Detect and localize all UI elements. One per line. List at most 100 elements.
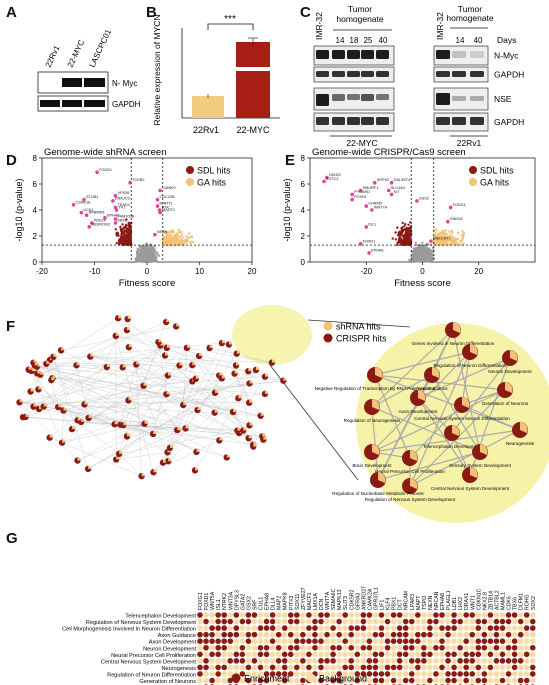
point-ga [456, 237, 460, 240]
matrix-dot [269, 618, 276, 625]
network-edge [90, 356, 220, 376]
network-node-slice [249, 422, 253, 426]
y-tick-label: 0 [33, 258, 38, 267]
matrix-dot [421, 677, 427, 684]
panel-e-volcano-plot: Genome-wide CRISPR/Cas9 screen HIGD3EXTC3… [282, 148, 536, 289]
network-node-slice [76, 362, 80, 366]
matrix-dot [481, 618, 488, 625]
point-ns [419, 258, 422, 262]
point-ga [453, 242, 457, 246]
band [316, 71, 329, 77]
matrix-dot [469, 651, 476, 658]
matrix-dot [378, 644, 385, 651]
point-ga [444, 233, 448, 236]
zoom-node-slice [462, 397, 470, 408]
highlight-point [370, 208, 374, 212]
matrix-dot [300, 631, 306, 638]
matrix-dot [215, 638, 221, 644]
matrix-dot [257, 664, 264, 671]
point-ns [421, 259, 424, 262]
network-edge [90, 356, 272, 363]
point-ns [419, 249, 423, 252]
network-edge [81, 421, 254, 445]
point-ga [439, 234, 443, 238]
network-node-slice [71, 425, 76, 430]
matrix-dot [463, 638, 470, 644]
x-tick-label: 20 [248, 267, 257, 276]
column-label: NRCAM [404, 591, 410, 610]
point-ns [418, 253, 422, 256]
matrix-dot [269, 664, 276, 671]
matrix-dot [257, 644, 264, 651]
matrix-dot [469, 644, 476, 651]
highlight-point [372, 180, 377, 185]
matrix-dot [203, 664, 209, 671]
matrix-dot [457, 677, 463, 684]
matrix-dot [300, 625, 306, 631]
network-edge [152, 375, 169, 434]
point-sdl [409, 228, 412, 231]
matrix-dot [439, 644, 445, 651]
matrix-dot [294, 625, 300, 631]
matrix-dot [529, 618, 536, 625]
network-edge [46, 363, 59, 408]
point-ga [178, 241, 181, 245]
column-label: MACF1 [307, 592, 313, 610]
matrix-dot [215, 677, 221, 684]
point-ns [153, 245, 156, 248]
legend-label: SDL hits [480, 166, 514, 176]
network-node-slice [51, 376, 55, 381]
network-node-slice [153, 469, 157, 473]
point-sdl [406, 229, 410, 232]
matrix-dot [493, 618, 500, 625]
matrix-dot [517, 618, 524, 625]
gene-label: FOXG1 [453, 203, 466, 207]
y-tick-label: 6 [301, 180, 306, 189]
column-label: PLAGL1 [446, 590, 452, 610]
y-axis-label: Relative expression of MYCN [152, 14, 162, 125]
column-label: LDB1 [452, 597, 458, 610]
network-edge [167, 365, 193, 453]
matrix-dot [354, 651, 361, 658]
legend-label: shRNA hits [336, 322, 381, 332]
point-ga [434, 228, 437, 232]
matrix-dot [318, 638, 324, 644]
point-ns [136, 259, 139, 262]
matrix-dot [378, 612, 385, 618]
highlight-point [364, 204, 369, 208]
point-ns [146, 250, 149, 253]
point-sdl [129, 228, 132, 231]
matrix-dot [439, 664, 445, 671]
matrix-dot [529, 625, 536, 631]
network-node-slice [264, 373, 269, 377]
network-node-slice [199, 352, 203, 357]
matrix-dot [372, 612, 379, 618]
point-ga [455, 242, 459, 245]
band [452, 96, 466, 101]
matrix-dot [439, 658, 445, 664]
matrix-dot [372, 638, 379, 644]
band-label-gapdh: GAPDH [112, 100, 140, 109]
matrix-dot [366, 638, 373, 644]
column-label: ANKRD27 [361, 586, 367, 610]
point-ns [425, 256, 428, 259]
matrix-dot [251, 644, 258, 651]
legend-label: GA hits [197, 178, 227, 188]
matrix-dot [487, 631, 494, 638]
matrix-dot [203, 677, 209, 684]
point-ns [414, 241, 417, 244]
matrix-dot [354, 618, 361, 625]
network-node-slice [183, 401, 187, 405]
gene-label: BTK [162, 206, 170, 210]
matrix-dot [372, 631, 379, 638]
zoom-highlight [232, 305, 312, 365]
panel-letter-d: D [6, 152, 17, 169]
network-node-slice [116, 456, 120, 460]
panel-letter-b: B [146, 4, 157, 21]
point-ns [428, 253, 431, 257]
network-node-slice [123, 421, 127, 426]
band-label-nmyc: N- Myc [112, 79, 137, 88]
point-sdl [122, 228, 125, 231]
matrix-dot [469, 618, 476, 625]
network-edge [34, 365, 254, 447]
